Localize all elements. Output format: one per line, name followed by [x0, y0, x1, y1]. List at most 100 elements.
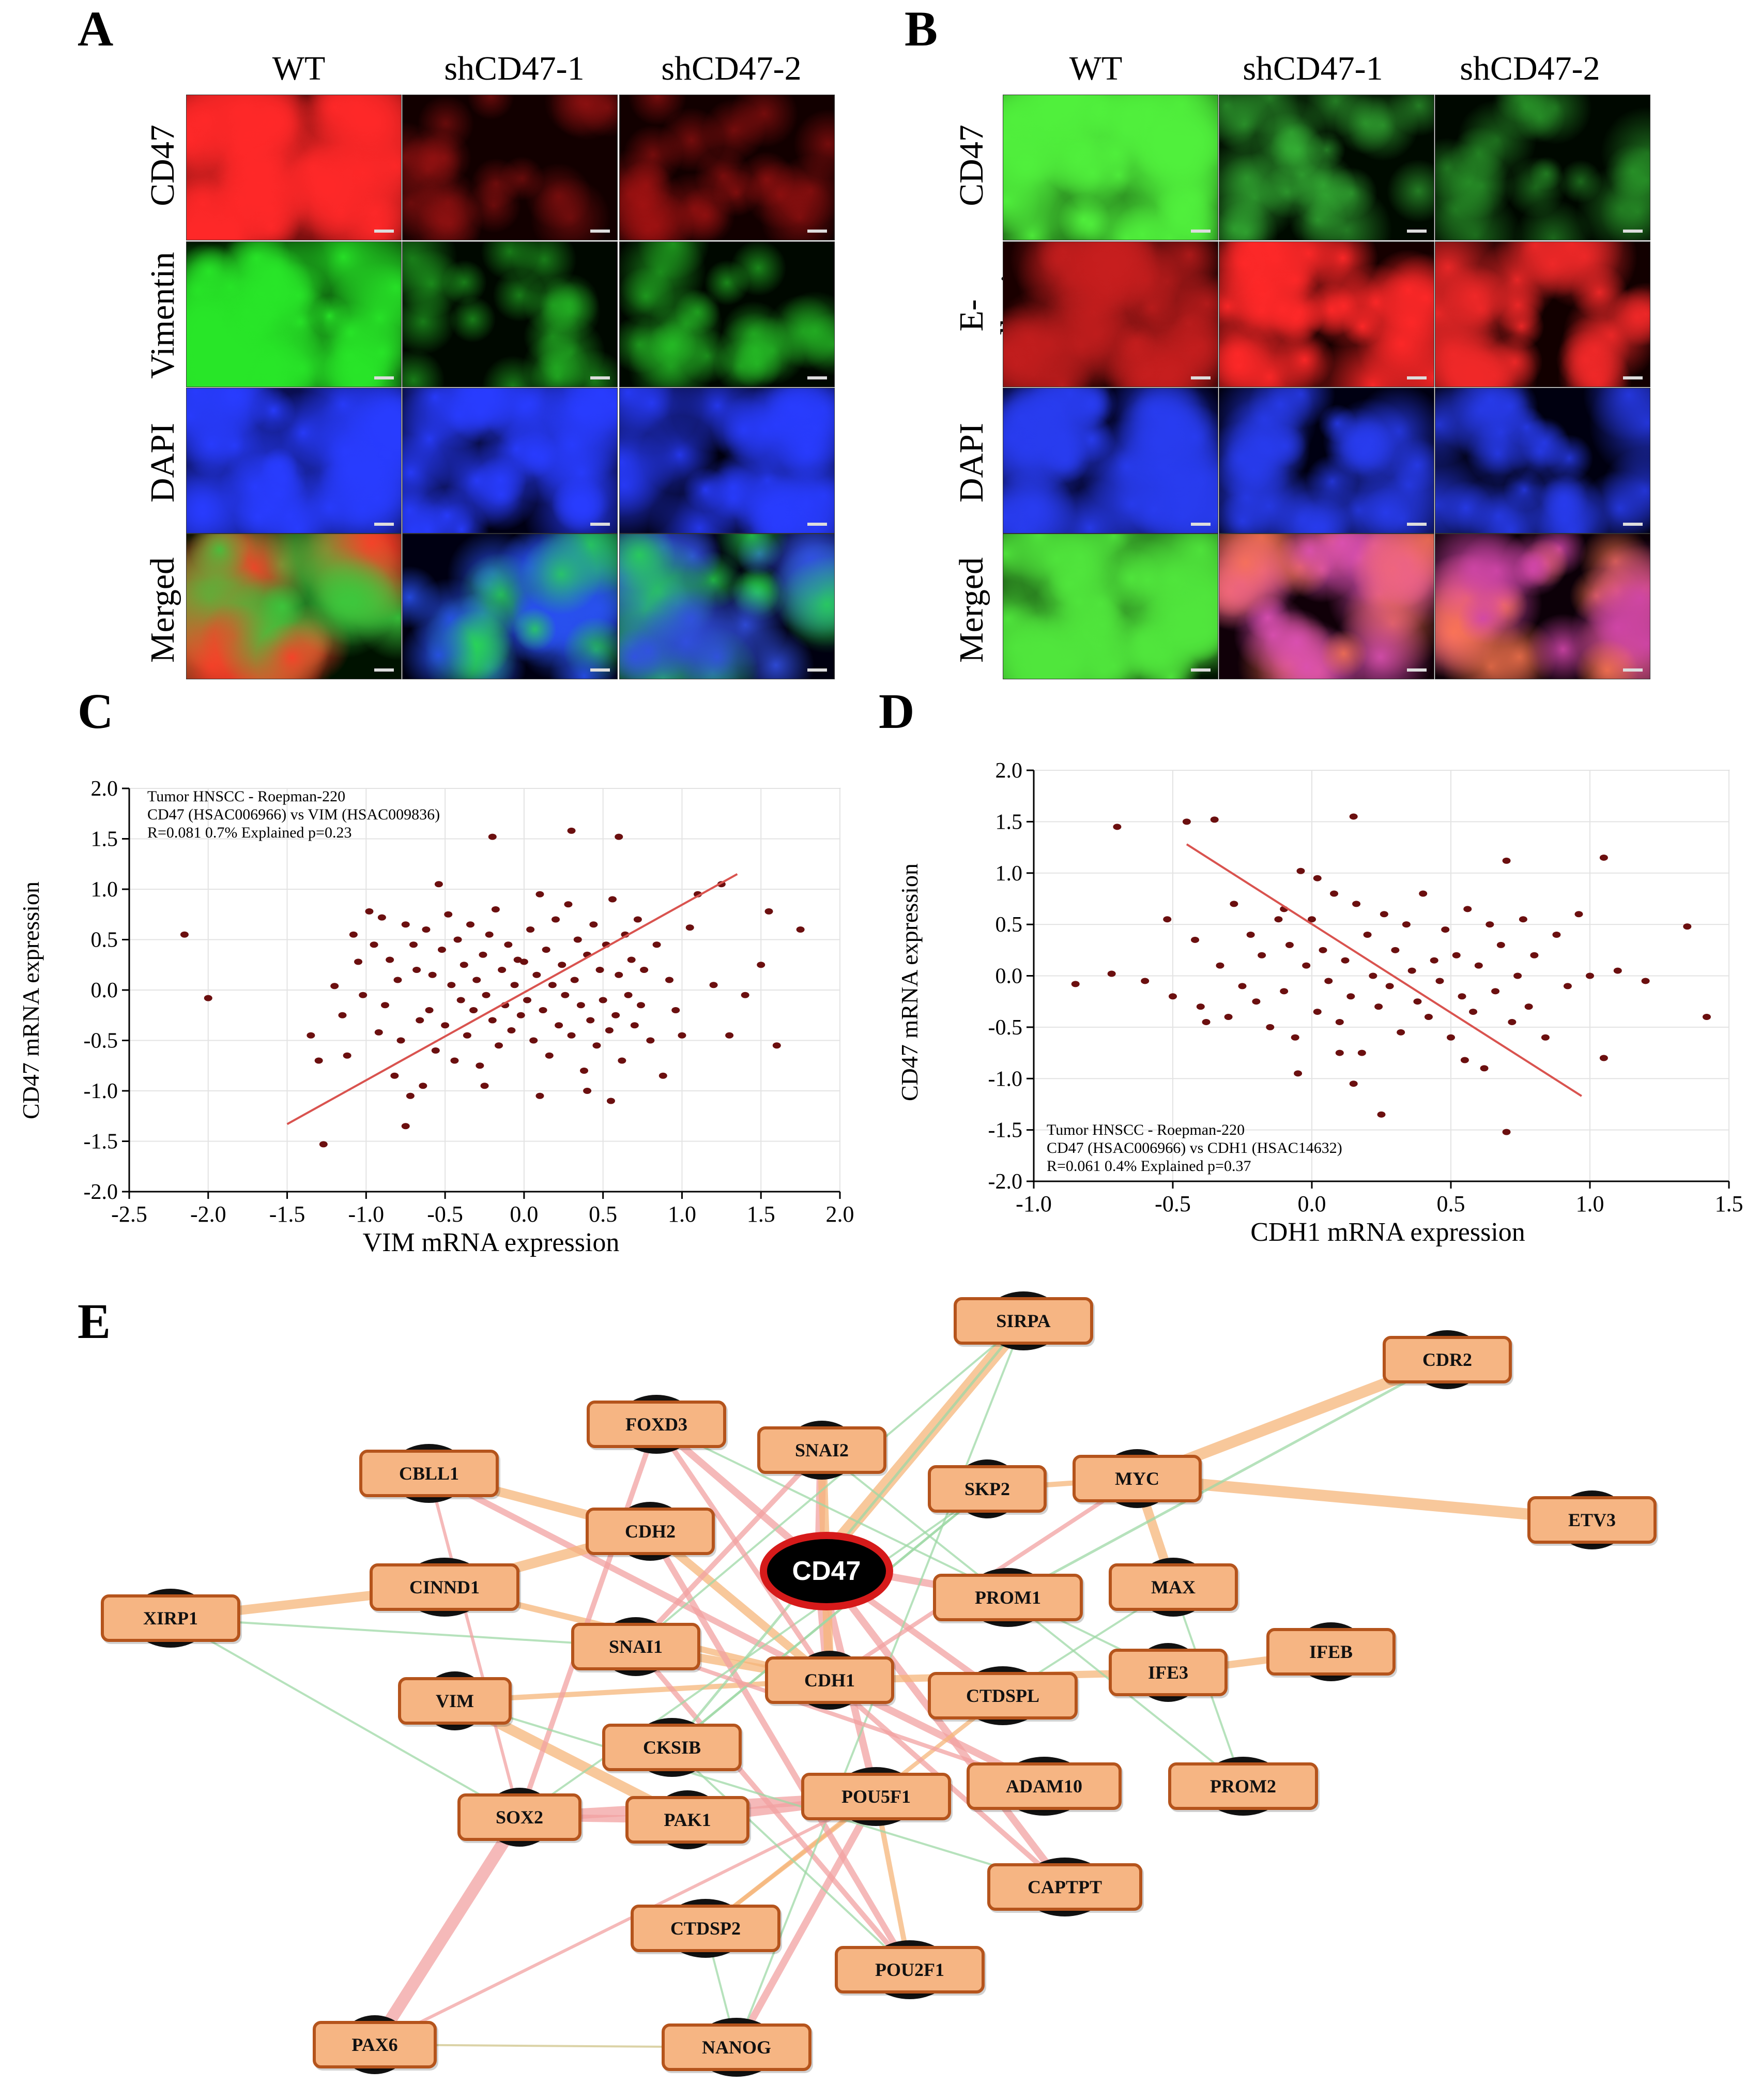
chartC-data-point	[685, 924, 694, 931]
network-node-cd47: CD47	[760, 1532, 893, 1610]
chartD-data-point	[1280, 988, 1289, 995]
chartC-data-point	[412, 967, 421, 973]
chartD-data-point	[1363, 932, 1372, 938]
chartC-data-point	[359, 992, 367, 998]
chartC-data-point	[390, 1072, 399, 1079]
network-node-etv3: ETV3	[1527, 1496, 1657, 1544]
network-node-sirpa: SIRPA	[954, 1297, 1093, 1345]
chartC-data-point	[416, 1017, 424, 1024]
panel-c-ylabel: CD47 mRNA expression	[18, 881, 44, 1119]
chartC-data-point	[476, 1062, 484, 1069]
panel-b-image-r3-c1	[1003, 388, 1218, 534]
chartC-data-point	[480, 1083, 489, 1089]
chartD-data-point	[1113, 824, 1122, 830]
chartD-data-point	[1641, 978, 1650, 984]
panel-a-image-r3-c1	[186, 388, 402, 534]
chartC-data-point	[589, 921, 598, 928]
chartD-data-point	[1202, 1018, 1211, 1025]
chartC-data-point	[374, 1029, 383, 1036]
chartC-data-point	[460, 962, 468, 968]
chartD-data-point	[1552, 932, 1561, 938]
chartC-data-point	[725, 1032, 734, 1039]
panel-b-col-wt: WT	[1069, 50, 1123, 87]
chartC-data-point	[532, 971, 541, 978]
chartD-data-point	[1308, 916, 1316, 923]
chartC-data-point	[637, 1002, 645, 1009]
chartC-data-point	[772, 1042, 781, 1049]
panel-b-image-r1-c3	[1435, 95, 1650, 240]
chartC-data-point	[548, 982, 557, 988]
chartD-data-point	[1352, 901, 1361, 907]
chartD-data-point	[1107, 970, 1116, 977]
chartC-data-point	[330, 983, 339, 990]
network-edge	[517, 1422, 659, 1820]
panel-a-image-r4-c1	[186, 534, 402, 679]
chartD-data-point	[1330, 890, 1339, 897]
panel-letter-a: A	[78, 1, 114, 56]
chartC-data-point	[453, 936, 462, 943]
chartD-data-point	[1599, 854, 1608, 861]
chartD-data-point	[1413, 998, 1422, 1005]
panel-b-image-r4-c3	[1435, 534, 1650, 679]
scale-bar	[807, 523, 827, 526]
chartD-data-point	[1683, 923, 1692, 930]
chartD-data-point	[1191, 936, 1200, 943]
chartD-data-point	[1502, 1129, 1511, 1135]
chartC-data-point	[567, 827, 576, 834]
chartD-data-point	[1513, 972, 1522, 979]
chartC-xtick-label: -0.5	[427, 1201, 463, 1227]
panel-c-annotation-2: CD47 (HSAC006966) vs VIM (HSAC009836)	[147, 806, 440, 823]
chartD-data-point	[1313, 875, 1322, 881]
chartD-data-point	[1346, 993, 1355, 1000]
chartC-data-point	[386, 956, 394, 963]
network-node-pak1: PAK1	[625, 1796, 749, 1844]
network-edge	[654, 1422, 832, 1683]
network-node-nanog: NANOG	[662, 2023, 811, 2071]
chartC-data-point	[599, 997, 607, 1003]
chartC-data-point	[630, 1022, 639, 1029]
chartD-ytick-label: 0.5	[996, 913, 1023, 937]
scale-bar	[807, 376, 827, 379]
chartD-data-point	[1430, 957, 1438, 964]
chartC-ytick-label: 1.0	[91, 878, 118, 902]
chartC-data-point	[529, 1037, 538, 1044]
chartD-ytick-label: 1.5	[996, 810, 1023, 834]
scale-bar	[1407, 668, 1427, 672]
chartC-data-point	[463, 1032, 471, 1039]
network-edge	[633, 1644, 912, 1972]
chartC-ytick-label: -2.0	[84, 1180, 118, 1204]
panel-d-annotation-1: Tumor HNSCC - Roepman-220	[1047, 1121, 1245, 1138]
chartC-data-point	[422, 926, 431, 933]
chartD-data-point	[1402, 921, 1411, 928]
chartC-data-point	[624, 992, 633, 998]
chartC-data-point	[516, 1012, 525, 1018]
network-edge	[369, 1811, 526, 2051]
chartC-data-point	[370, 941, 378, 948]
scale-bar	[374, 668, 394, 672]
chartC-data-point	[757, 962, 765, 968]
chartD-data-point	[1285, 941, 1294, 948]
chartD-data-point	[1491, 988, 1500, 995]
chartD-data-point	[1486, 921, 1494, 928]
network-edge	[646, 1527, 834, 1684]
chartC-data-point	[396, 1037, 405, 1044]
scale-bar	[807, 668, 827, 672]
chartD-data-point	[1224, 1014, 1233, 1020]
panel-c-annotation-1: Tumor HNSCC - Roepman-220	[147, 788, 345, 805]
chartC-data-point	[558, 962, 566, 968]
network-node-ifeb: IFEB	[1266, 1628, 1396, 1676]
chartC-data-point	[419, 1083, 427, 1089]
network-node-adam10: ADAM10	[967, 1762, 1122, 1810]
chartC-data-point	[450, 1057, 459, 1064]
panel-letter-e: E	[78, 1294, 111, 1349]
chartD-data-point	[1460, 1057, 1469, 1063]
chartD-xtick-label: 1.0	[1576, 1191, 1604, 1216]
network-node-cdh1: CDH1	[765, 1656, 894, 1704]
chartD-data-point	[1246, 932, 1255, 938]
chartC-data-point	[618, 1057, 626, 1064]
scale-bar	[1191, 230, 1211, 233]
chartD-xtick-label: 0.0	[1298, 1191, 1326, 1216]
panel-b-row-ecadherin: E-cadherin	[953, 256, 1032, 374]
scale-bar	[374, 230, 394, 233]
panel-a-image-r1-c1	[186, 95, 402, 240]
